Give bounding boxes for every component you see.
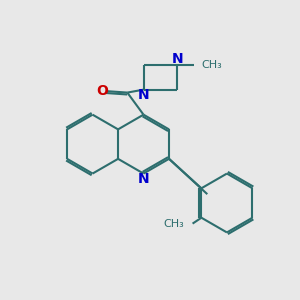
Text: O: O bbox=[96, 84, 108, 98]
Text: CH₃: CH₃ bbox=[164, 219, 184, 229]
Text: N: N bbox=[138, 88, 149, 102]
Text: N: N bbox=[172, 52, 183, 66]
Text: CH₃: CH₃ bbox=[202, 60, 222, 70]
Text: N: N bbox=[138, 172, 149, 186]
